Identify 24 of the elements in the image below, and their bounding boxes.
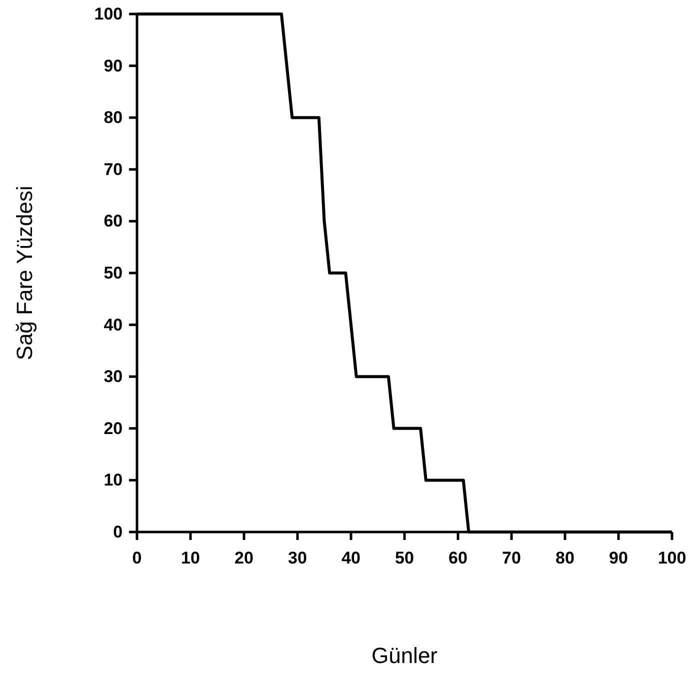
y-tick-label: 90 [104, 56, 123, 76]
y-tick-label: 0 [113, 522, 123, 542]
x-tick-label: 30 [288, 548, 307, 568]
y-tick-label: 10 [104, 470, 123, 490]
y-tick-label: 20 [104, 418, 123, 438]
y-tick-label: 100 [94, 4, 123, 24]
y-axis-title: Sağ Fare Yüzdesi [12, 186, 37, 360]
x-tick-label: 50 [395, 548, 414, 568]
x-tick-label: 0 [132, 548, 142, 568]
x-tick-label: 100 [658, 548, 686, 568]
x-axis-title: Günler [371, 643, 438, 668]
y-tick-label: 60 [104, 212, 123, 231]
x-tick-label: 70 [502, 548, 521, 568]
y-tick-label: 70 [104, 160, 123, 179]
x-tick-label: 80 [556, 548, 574, 568]
y-tick-label: 50 [104, 263, 123, 282]
y-tick-label: 30 [104, 367, 123, 386]
y-tick-label: 80 [104, 108, 123, 128]
x-tick-label: 60 [448, 548, 468, 568]
x-tick-label: 40 [342, 548, 360, 568]
x-tick-label: 90 [609, 548, 628, 568]
x-tick-label: 20 [234, 548, 254, 568]
x-tick-label: 10 [181, 548, 200, 568]
y-tick-label: 40 [104, 315, 123, 334]
